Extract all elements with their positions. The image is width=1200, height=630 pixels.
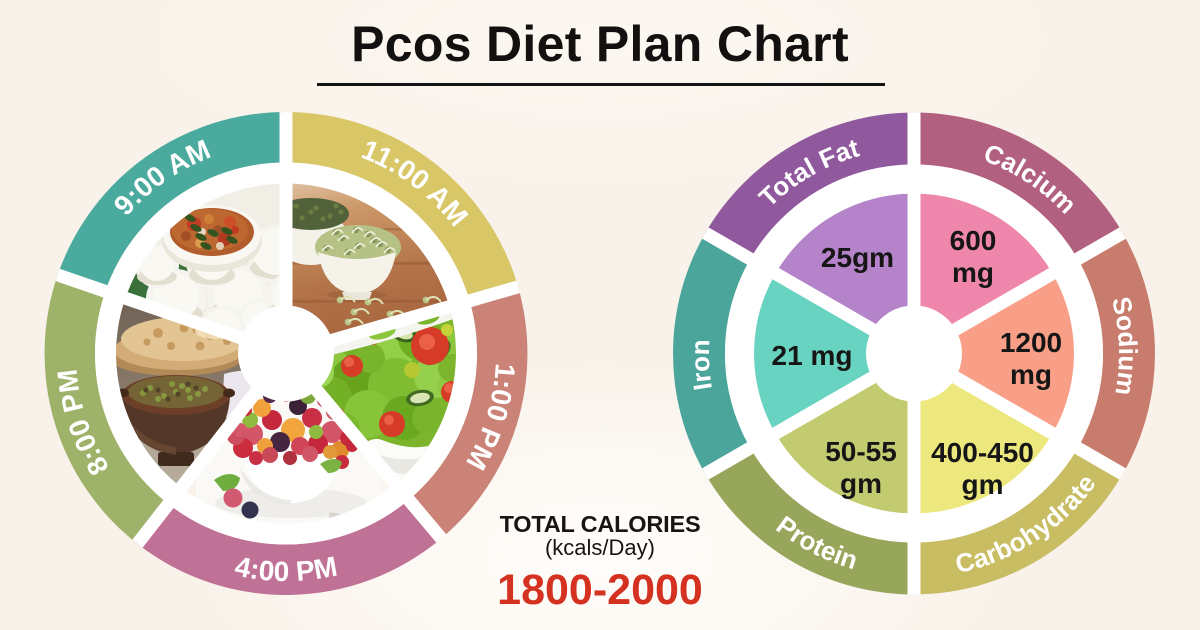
svg-text:mg: mg [952,257,994,288]
svg-text:mg: mg [1010,359,1052,390]
svg-text:gm: gm [962,469,1004,500]
svg-text:4:00 PM: 4:00 PM [232,551,339,588]
svg-text:21 mg: 21 mg [772,340,853,371]
svg-text:400-450: 400-450 [931,437,1034,468]
svg-text:gm: gm [840,468,882,499]
svg-text:600: 600 [950,225,997,256]
svg-text:25gm: 25gm [821,242,894,273]
svg-text:50-55: 50-55 [825,436,897,467]
svg-text:Iron: Iron [685,339,718,392]
svg-text:1200: 1200 [1000,327,1062,358]
